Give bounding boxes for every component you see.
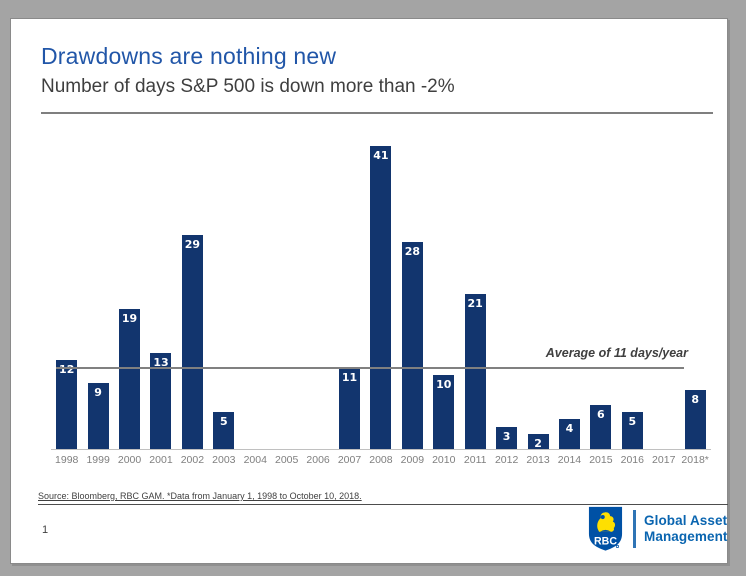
- slide-title: Drawdowns are nothing new: [41, 43, 337, 69]
- x-axis-label-2016: 2016: [620, 454, 644, 466]
- bar-value-label: 21: [467, 297, 483, 310]
- bar-2013: 2: [527, 434, 549, 450]
- bar-2008: 41: [370, 146, 392, 449]
- x-axis-label-2000: 2000: [117, 454, 142, 466]
- bar-slot-2012: 3: [491, 139, 522, 449]
- chart-plot-area: 12 9 19 13 29 5 11 41 28 10 21 3 2 4 6 5 8 Average of 11…: [51, 139, 711, 450]
- x-axis-label-1999: 1999: [86, 454, 110, 466]
- bar-slot-2007: 11: [334, 139, 365, 449]
- slide-subtitle: Number of days S&P 500 is down more than…: [41, 76, 455, 97]
- bar-value-label: 4: [565, 422, 574, 435]
- bar-value-label: 13: [153, 356, 169, 369]
- rbc-shield-icon: RBC: [588, 506, 623, 551]
- bar-2001: 13: [150, 353, 172, 449]
- x-axis-label-2015: 2015: [589, 454, 613, 466]
- svg-text:RBC: RBC: [594, 536, 617, 548]
- page-number: 1: [42, 524, 49, 536]
- bar-slot-2003: 5: [208, 139, 239, 449]
- bar-slot-2001: 13: [145, 139, 176, 449]
- source-note: Source: Bloomberg, RBC GAM. *Data from J…: [38, 491, 728, 505]
- x-axis-label-2010: 2010: [432, 454, 456, 466]
- bar-slot-2006: [302, 139, 333, 449]
- bar-value-label: 12: [59, 363, 75, 376]
- bar-slot-1999: 9: [82, 139, 113, 449]
- bar-slot-2005: [271, 139, 302, 449]
- bar-value-label: 41: [373, 149, 389, 162]
- bar-2010: 10: [433, 375, 455, 449]
- title-divider: [41, 112, 713, 114]
- bar-slot-2015: 6: [585, 139, 616, 449]
- x-axis-label-2017: 2017: [652, 454, 676, 466]
- bar-slot-2011: 21: [459, 139, 490, 449]
- slide: Drawdowns are nothing new Number of days…: [10, 18, 728, 564]
- x-axis-label-2006: 2006: [306, 454, 330, 466]
- x-axis-label-2014: 2014: [557, 454, 582, 466]
- bar-slot-2016: 5: [617, 139, 648, 449]
- bar-value-label: 11: [341, 371, 358, 384]
- bar-slot-2009: 28: [397, 139, 428, 449]
- average-line-label: Average of 11 days/year: [545, 346, 688, 360]
- bar-value-label: 10: [436, 378, 452, 391]
- x-axis-label-2004: 2004: [243, 454, 267, 466]
- bar-value-label: 6: [597, 408, 605, 421]
- bar-value-label: 28: [404, 245, 420, 258]
- bar-2012: 3: [496, 427, 518, 449]
- logo-line1: Global Asset: [644, 513, 728, 528]
- x-axis-label-2011: 2011: [463, 454, 487, 466]
- x-axis-label-2013: 2013: [526, 454, 550, 466]
- bar-slot-2018: 8: [679, 139, 710, 449]
- bar-2011: 21: [464, 294, 486, 449]
- bar-slot-2004: [240, 139, 271, 449]
- bar-2009: 28: [401, 242, 423, 449]
- x-axis-label-2009: 2009: [400, 454, 425, 466]
- logo-separator: [633, 510, 636, 548]
- bar-2014: 4: [558, 419, 580, 449]
- x-axis-label-2003: 2003: [212, 454, 236, 466]
- bar-value-label: 3: [502, 430, 511, 443]
- bar-value-label: 19: [121, 312, 138, 325]
- logo-wordmark: Global Asset Management: [644, 513, 728, 545]
- bar-2018: 8: [684, 390, 706, 449]
- bar-1999: 9: [87, 383, 109, 449]
- bar-slot-2002: 29: [177, 139, 208, 449]
- bar-value-label: 29: [184, 238, 201, 251]
- bar-slot-2008: 41: [365, 139, 396, 449]
- bar-slot-2013: 2: [522, 139, 553, 450]
- x-axis-label-2002: 2002: [180, 454, 205, 466]
- bar-value-label: 9: [94, 386, 102, 399]
- bar-2015: 6: [590, 405, 612, 449]
- bar-slot-2010: 10: [428, 139, 459, 449]
- x-axis-label-2001: 2001: [149, 454, 173, 466]
- bar-2016: 5: [621, 412, 643, 449]
- bar-2002: 29: [181, 235, 203, 449]
- logo-line2: Management: [644, 529, 728, 544]
- bar-2000: 19: [119, 309, 141, 449]
- bar-value-label: 5: [628, 415, 637, 428]
- bar-value-label: 2: [534, 437, 542, 450]
- rbc-logo: RBC Global Asset Management: [587, 506, 728, 552]
- x-axis-labels: 1998 1999 2000 2001 2002 2003 2004 2005 2006 2007…: [51, 454, 711, 466]
- bar-1998: 12: [56, 360, 78, 449]
- bar-2003: 5: [213, 412, 235, 449]
- bar-value-label: 5: [219, 415, 228, 428]
- average-line: [56, 367, 684, 369]
- x-axis-label-2008: 2008: [369, 454, 393, 466]
- bar-series: 12 9 19 13 29 5 11 41 28 10 21 3 2 4 6 5 8: [51, 139, 711, 450]
- x-axis-label-2007: 2007: [337, 454, 362, 466]
- bar-value-label: 8: [691, 393, 699, 406]
- source-note-text: Source: Bloomberg, RBC GAM. *Data from J…: [38, 491, 362, 501]
- x-axis-label-2005: 2005: [274, 454, 299, 466]
- x-axis-label-1998: 1998: [55, 454, 79, 466]
- bar-slot-2014: 4: [554, 139, 585, 449]
- bar-2007: 11: [339, 368, 360, 449]
- bar-slot-2000: 19: [114, 139, 145, 449]
- bar-slot-2017: [648, 139, 679, 449]
- x-axis-label-2018: 2018*: [681, 454, 709, 466]
- bar-slot-1998: 12: [51, 139, 82, 449]
- x-axis-label-2012: 2012: [494, 454, 519, 466]
